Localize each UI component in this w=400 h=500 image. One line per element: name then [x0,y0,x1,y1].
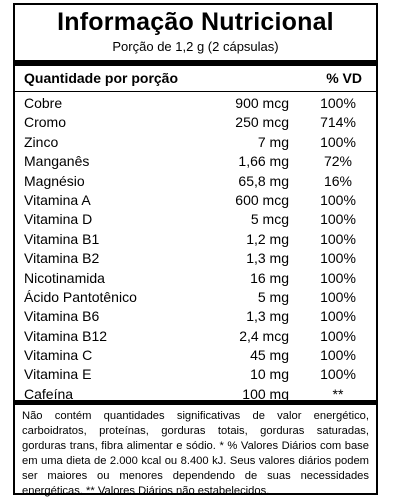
nutrient-name: Ácido Pantotênico [24,288,137,305]
nutrient-amount: 2,4 mcg [239,327,289,344]
nutrient-daily-value: 100% [320,95,356,111]
nutrient-row: Vitamina B2 1,3 mg 100% [15,249,376,268]
nutrient-amount: 1,3 mg [246,308,289,325]
nutrient-name: Vitamina E [24,366,92,383]
nutrient-daily-value: 100% [320,327,356,344]
serving-size: Porção de 1,2 g (2 cápsulas) [112,39,279,54]
nutrient-daily-value: 100% [320,269,356,286]
nutrient-name: Vitamina B6 [24,308,100,325]
nutrient-amount: 7 mg [257,133,289,150]
nutrient-row: Vitamina B1 1,2 mg 100% [15,230,376,249]
nutrient-row: Vitamina B12 2,4 mcg 100% [15,327,376,346]
nutrient-daily-value: 100% [320,250,356,267]
thick-divider [15,60,376,66]
nutrient-daily-value: 100% [320,211,356,228]
nutrient-row: Vitamina A 600 mcg 100% [15,191,376,210]
bottom-thick-divider [15,400,376,405]
nutrient-daily-value: 100% [320,230,356,247]
nutrient-row: Manganês 1,66 mg 72% [15,152,376,171]
panel-title: Informação Nutricional [57,8,334,36]
nutrient-amount: 250 mcg [235,114,289,131]
nutrient-name: Nicotinamida [24,269,105,286]
nutrient-name: Vitamina D [24,211,93,228]
nutrient-amount: 900 mcg [235,95,289,111]
nutrient-amount: 65,8 mg [238,172,289,189]
nutrient-amount: 1,2 mg [246,230,289,247]
nutrient-amount: 1,3 mg [246,250,289,267]
nutrient-row: Zinco 7 mg 100% [15,133,376,152]
header-dv-label: % VD [326,70,362,86]
nutrient-name: Vitamina A [24,191,91,208]
nutrient-row: Vitamina D 5 mcg 100% [15,210,376,229]
nutrient-daily-value: 100% [320,288,356,305]
nutrient-daily-value: ** [332,385,344,402]
nutrient-amount: 600 mcg [235,191,289,208]
nutrient-daily-value: 714% [320,114,356,131]
thin-divider [15,91,376,92]
nutrient-name: Manganês [24,153,90,170]
nutrient-name: Cobre [24,95,63,111]
nutrient-name: Cromo [24,114,67,131]
nutrient-amount: 10 mg [250,366,289,383]
nutrient-row: Nicotinamida 16 mg 100% [15,269,376,288]
nutrient-row: Cromo 250 mcg 714% [15,113,376,132]
nutrient-amount: 5 mcg [250,211,289,228]
nutrient-daily-value: 72% [323,153,353,170]
nutrient-name: Vitamina B1 [24,230,100,247]
nutrient-row: Cafeína 100 mg ** [15,385,376,404]
nutrient-daily-value: 16% [323,172,353,189]
nutrient-amount: 1,66 mg [238,153,289,170]
nutrient-name: Magnésio [24,172,85,189]
nutrient-name: Vitamina C [24,347,93,364]
footnote-text: Não contém quantidades significativas de… [22,410,369,497]
nutrition-facts-panel: Informação Nutricional Porção de 1,2 g (… [13,3,378,497]
nutrient-amount: 100 mg [242,385,289,402]
nutrient-daily-value: 100% [320,366,356,383]
nutrient-daily-value: 100% [320,191,356,208]
nutrient-daily-value: 100% [320,308,356,325]
nutrient-row: Vitamina B6 1,3 mg 100% [15,307,376,326]
nutrient-rows: Cobre 900 mcg 100% Cromo 250 mcg 714% Zinco 7 m… [15,94,376,404]
nutrient-name: Vitamina B2 [24,250,100,267]
nutrient-row: Cobre 900 mcg 100% [15,94,376,113]
nutrient-name: Zinco [24,133,59,150]
nutrient-row: Vitamina E 10 mg 100% [15,365,376,384]
nutrient-daily-value: 100% [320,347,356,364]
nutrient-amount: 5 mg [257,288,289,305]
nutrient-daily-value: 100% [320,133,356,150]
nutrient-name: Vitamina B12 [24,327,108,344]
nutrient-name: Cafeína [24,385,74,402]
nutrient-row: Vitamina C 45 mg 100% [15,346,376,365]
nutrient-amount: 16 mg [250,269,289,286]
nutrient-amount: 45 mg [250,347,289,364]
nutrient-row: Magnésio 65,8 mg 16% [15,172,376,191]
nutrient-row: Ácido Pantotênico 5 mg 100% [15,288,376,307]
table-header: Quantidade por porção % VD [15,67,376,89]
header-quantity-label: Quantidade por porção [24,70,179,86]
